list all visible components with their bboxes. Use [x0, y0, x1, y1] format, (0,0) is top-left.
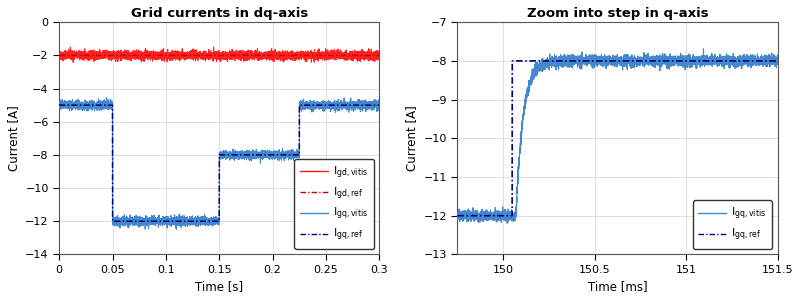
- Title: Zoom into step in q-axis: Zoom into step in q-axis: [526, 7, 708, 20]
- Y-axis label: Current [A]: Current [A]: [6, 105, 20, 171]
- X-axis label: Time [ms]: Time [ms]: [588, 280, 647, 293]
- Title: Grid currents in dq-axis: Grid currents in dq-axis: [130, 7, 308, 20]
- Y-axis label: Current [A]: Current [A]: [405, 105, 418, 171]
- X-axis label: Time [s]: Time [s]: [195, 280, 243, 293]
- Legend: $\mathregular{I_{gd,vitis}}$, $\mathregular{I_{gd,ref}}$, $\mathregular{I_{gq,vi: $\mathregular{I_{gd,vitis}}$, $\mathregu…: [294, 159, 374, 249]
- Legend: $\mathregular{I_{gq,vitis}}$, $\mathregular{I_{gq,ref}}$: $\mathregular{I_{gq,vitis}}$, $\mathregu…: [693, 200, 772, 249]
